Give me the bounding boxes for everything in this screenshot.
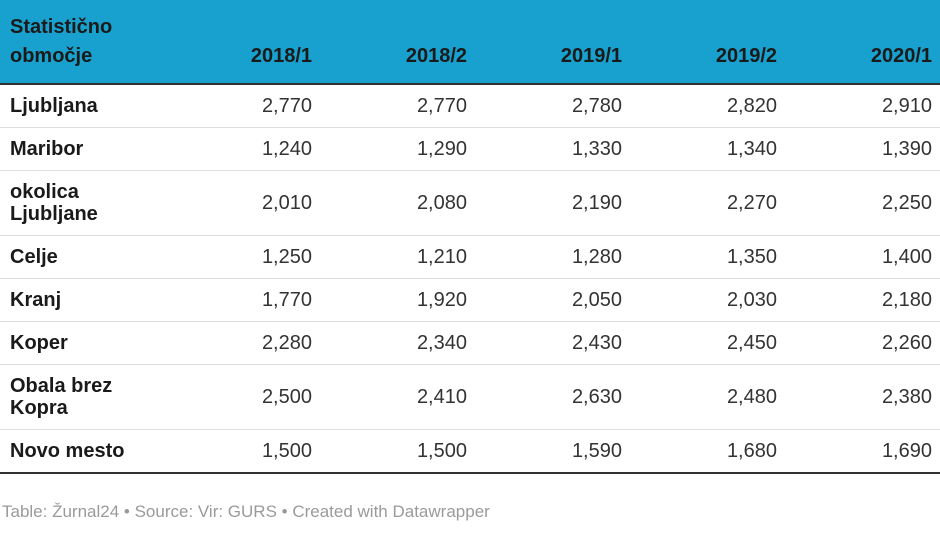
cell-value: 2,450 <box>630 321 785 365</box>
table-row: Obala brez Kopra 2,500 2,410 2,630 2,480 2,38… <box>0 364 940 430</box>
row-label: okolica Ljubljane <box>0 170 165 236</box>
cell-value: 2,250 <box>785 170 940 236</box>
cell-value: 1,680 <box>630 429 785 474</box>
cell-value: 1,500 <box>320 429 475 474</box>
header-row: Statistično območje 2018/1 2018/2 2019/1… <box>0 0 940 85</box>
cell-value: 1,500 <box>165 429 320 474</box>
cell-value: 2,820 <box>630 84 785 128</box>
attribution-footer: Table: Žurnal24 • Source: Vir: GURS • Cr… <box>2 502 490 521</box>
cell-value: 1,290 <box>320 127 475 171</box>
table-row: Celje 1,250 1,210 1,280 1,350 1,400 <box>0 235 940 279</box>
row-label: Kranj <box>0 278 165 322</box>
row-label: Maribor <box>0 127 165 171</box>
cell-value: 1,920 <box>320 278 475 322</box>
cell-value: 1,210 <box>320 235 475 279</box>
cell-value: 2,270 <box>630 170 785 236</box>
cell-value: 2,410 <box>320 364 475 430</box>
cell-value: 2,190 <box>475 170 630 236</box>
cell-value: 1,690 <box>785 429 940 474</box>
cell-value: 2,180 <box>785 278 940 322</box>
cell-value: 1,250 <box>165 235 320 279</box>
column-header-2018-2: 2018/2 <box>320 0 475 85</box>
cell-value: 1,330 <box>475 127 630 171</box>
cell-value: 2,030 <box>630 278 785 322</box>
cell-value: 1,770 <box>165 278 320 322</box>
table-row: Novo mesto 1,500 1,500 1,590 1,680 1,690 <box>0 429 940 474</box>
column-header-2018-1: 2018/1 <box>165 0 320 85</box>
row-label: Celje <box>0 235 165 279</box>
cell-value: 1,390 <box>785 127 940 171</box>
cell-value: 2,050 <box>475 278 630 322</box>
column-header-2019-1: 2019/1 <box>475 0 630 85</box>
column-header-2020-1: 2020/1 <box>785 0 940 85</box>
row-label: Ljubljana <box>0 84 165 128</box>
cell-value: 2,480 <box>630 364 785 430</box>
cell-value: 2,260 <box>785 321 940 365</box>
cell-value: 2,380 <box>785 364 940 430</box>
cell-value: 2,080 <box>320 170 475 236</box>
cell-value: 2,430 <box>475 321 630 365</box>
cell-value: 1,400 <box>785 235 940 279</box>
row-label: Novo mesto <box>0 429 165 474</box>
cell-value: 2,780 <box>475 84 630 128</box>
table-body: Ljubljana 2,770 2,770 2,780 2,820 2,910 Maribo… <box>0 84 940 474</box>
row-label: Koper <box>0 321 165 365</box>
cell-value: 2,010 <box>165 170 320 236</box>
cell-value: 2,770 <box>320 84 475 128</box>
column-header-2019-2: 2019/2 <box>630 0 785 85</box>
row-label: Obala brez Kopra <box>0 364 165 430</box>
cell-value: 2,280 <box>165 321 320 365</box>
table-header: Statistično območje 2018/1 2018/2 2019/1… <box>0 0 940 85</box>
cell-value: 2,630 <box>475 364 630 430</box>
table-row: Kranj 1,770 1,920 2,050 2,030 2,180 <box>0 278 940 322</box>
table-row: okolica Ljubljane 2,010 2,080 2,190 2,270 2,2… <box>0 170 940 236</box>
cell-value: 2,340 <box>320 321 475 365</box>
table-row: Koper 2,280 2,340 2,430 2,450 2,260 <box>0 321 940 365</box>
column-header-region: Statistično območje <box>0 0 165 85</box>
cell-value: 1,340 <box>630 127 785 171</box>
cell-value: 1,280 <box>475 235 630 279</box>
cell-value: 1,590 <box>475 429 630 474</box>
table-row: Ljubljana 2,770 2,770 2,780 2,820 2,910 <box>0 84 940 128</box>
cell-value: 1,350 <box>630 235 785 279</box>
cell-value: 2,910 <box>785 84 940 128</box>
cell-value: 2,770 <box>165 84 320 128</box>
table-row: Maribor 1,240 1,290 1,330 1,340 1,390 <box>0 127 940 171</box>
cell-value: 1,240 <box>165 127 320 171</box>
cell-value: 2,500 <box>165 364 320 430</box>
data-table: Statistično območje 2018/1 2018/2 2019/1… <box>0 0 940 474</box>
